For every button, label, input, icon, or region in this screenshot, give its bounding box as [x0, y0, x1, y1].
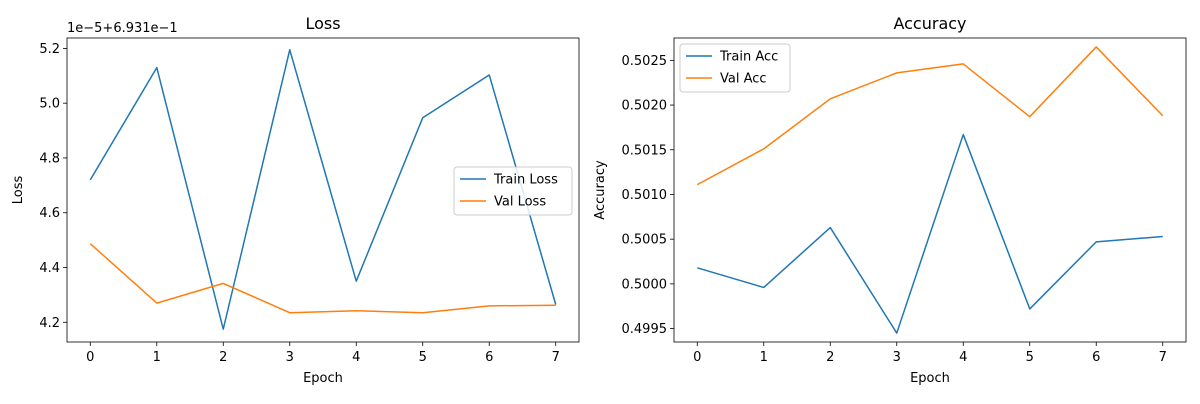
y-tick-label: 5.2 [39, 42, 60, 57]
y-tick-label: 5.0 [39, 97, 60, 112]
x-tick-label: 3 [893, 350, 901, 365]
chart-title: Accuracy [893, 14, 966, 33]
legend-label: Val Loss [494, 195, 546, 210]
x-tick-label: 4 [352, 350, 360, 365]
x-tick-label: 0 [693, 350, 701, 365]
series-line-1 [697, 133, 1163, 334]
y-tick-label: 0.5015 [622, 143, 668, 158]
x-axis-label: Epoch [910, 371, 950, 386]
x-tick-label: 5 [419, 350, 427, 365]
x-tick-label: 3 [286, 350, 294, 365]
x-tick-label: 7 [552, 350, 560, 365]
plot-frame [66, 37, 580, 343]
series-line-2 [89, 243, 556, 314]
plot-frame [673, 37, 1187, 343]
x-tick-label: 0 [86, 350, 94, 365]
y-tick-label: 0.5000 [622, 277, 668, 292]
x-tick-label: 5 [1026, 350, 1034, 365]
y-tick-label: 0.4995 [622, 322, 668, 337]
x-tick-label: 1 [760, 350, 768, 365]
legend-label: Train Acc [719, 50, 778, 65]
y-axis-label: Loss [11, 176, 26, 205]
x-tick-label: 2 [826, 350, 834, 365]
y-tick-label: 0.5010 [622, 188, 668, 203]
legend-label: Train Loss [493, 173, 558, 188]
x-tick-label: 4 [959, 350, 967, 365]
chart-title: Loss [305, 14, 340, 33]
y-tick-label: 0.5005 [622, 233, 668, 248]
x-tick-label: 6 [485, 350, 493, 365]
y-tick-label: 4.8 [39, 151, 60, 166]
y-tick-label: 4.6 [39, 206, 60, 221]
y-tick-label: 4.2 [39, 316, 60, 331]
x-axis-label: Epoch [303, 371, 343, 386]
series-line-1 [89, 49, 557, 330]
y-axis-offset-text: 1e−5+6.931e−1 [67, 21, 178, 36]
x-tick-label: 7 [1159, 350, 1167, 365]
x-tick-label: 2 [219, 350, 227, 365]
y-axis-label: Accuracy [593, 160, 608, 220]
y-tick-label: 0.5025 [622, 54, 668, 69]
series-line-2 [696, 46, 1164, 186]
legend-label: Val Acc [720, 72, 767, 87]
y-tick-label: 0.5020 [622, 99, 668, 114]
y-tick-label: 4.4 [39, 261, 60, 276]
x-tick-label: 1 [153, 350, 161, 365]
x-tick-label: 6 [1092, 350, 1100, 365]
